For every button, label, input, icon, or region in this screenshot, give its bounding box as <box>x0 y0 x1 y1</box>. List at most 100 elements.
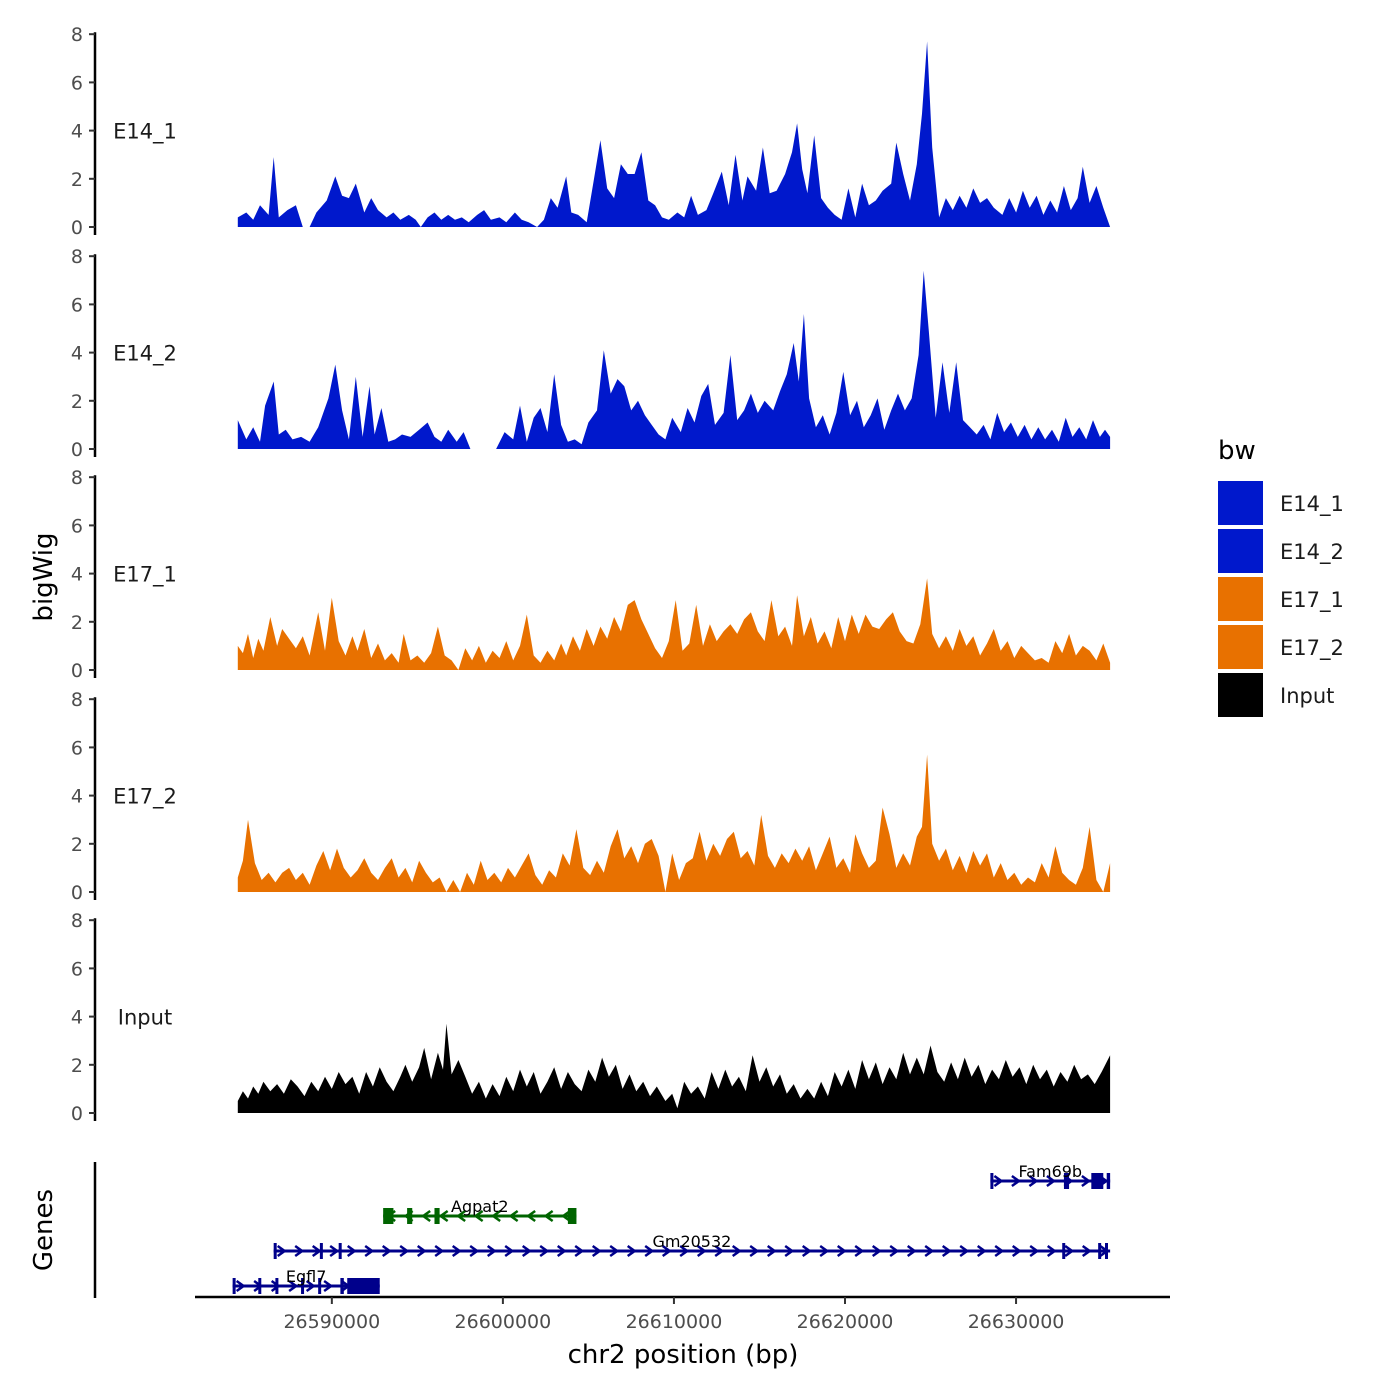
strand-arrow <box>661 1244 672 1258</box>
strand-arrow <box>889 1244 900 1258</box>
gene-label: Agpat2 <box>451 1197 509 1216</box>
y-tick-label: 6 <box>71 515 83 537</box>
x-tick-label: 26590000 <box>283 1311 380 1333</box>
strand-arrow <box>561 1209 571 1223</box>
strand-arrow <box>456 1209 466 1223</box>
track-label: E17_2 <box>113 785 177 810</box>
track-E17_1: 0 2 4 6 8 E17_1 <box>71 467 1111 682</box>
exon <box>1062 1243 1066 1259</box>
strand-arrow <box>421 1209 431 1223</box>
gene-label: Gm20532 <box>652 1232 731 1251</box>
strand-arrow <box>305 1279 316 1293</box>
track-label: Input <box>118 1006 172 1030</box>
strand-arrow <box>1081 1174 1092 1188</box>
y-tick-label: 2 <box>71 1055 83 1077</box>
strand-arrow <box>959 1244 970 1258</box>
legend-swatch <box>1218 625 1263 669</box>
legend-entry-Input: Input <box>1218 673 1334 717</box>
legend-entry-E14_2: E14_2 <box>1218 529 1344 573</box>
exon <box>338 1243 342 1259</box>
track-E17_2: 0 2 4 6 8 E17_2 <box>71 689 1111 904</box>
strand-arrow <box>469 1244 480 1258</box>
legend-swatch <box>1218 673 1263 717</box>
gene-Egfl7: Egfl7 <box>232 1267 380 1294</box>
strand-arrow <box>543 1209 554 1223</box>
strand-arrow <box>270 1279 281 1293</box>
exon <box>319 1243 323 1259</box>
legend-entry-E17_2: E17_2 <box>1218 625 1344 669</box>
track-E14_1: 0 2 4 6 8 E14_1 <box>71 24 1111 239</box>
y-tick-label: 2 <box>71 834 83 856</box>
y-tick-label: 2 <box>71 391 83 413</box>
legend-entry-E17_1: E17_1 <box>1218 577 1344 621</box>
track-label: E14_2 <box>113 342 177 367</box>
legend-title: bw <box>1218 436 1256 466</box>
strand-arrow <box>288 1279 299 1293</box>
strand-arrow <box>994 1244 1005 1258</box>
strand-arrow <box>438 1209 449 1223</box>
strand-arrow <box>836 1244 847 1258</box>
strand-arrow <box>1064 1244 1075 1258</box>
strand-arrow <box>906 1244 917 1258</box>
strand-arrow <box>924 1244 935 1258</box>
strand-arrow <box>526 1209 536 1223</box>
strand-arrow <box>1046 1174 1057 1188</box>
y-tick-label: 8 <box>71 246 83 268</box>
x-tick-label: 26620000 <box>797 1311 894 1333</box>
coverage-area-Input <box>237 1023 1111 1113</box>
y-tick-label: 6 <box>71 294 83 316</box>
strand-arrow <box>731 1244 742 1258</box>
legend-label: E14_1 <box>1280 492 1344 517</box>
legend: bw E14_1 E14_2 E17_1 E17_2 Input <box>1218 436 1344 717</box>
gene-Fam69b: Fam69b <box>990 1162 1111 1189</box>
legend-label: Input <box>1280 684 1334 708</box>
gene-label: Egfl7 <box>286 1267 327 1286</box>
x-axis-title: chr2 position (bp) <box>568 1340 799 1370</box>
coverage-area-E17_1 <box>237 578 1111 670</box>
strand-arrow <box>311 1244 322 1258</box>
strand-arrow <box>556 1244 567 1258</box>
strand-arrow <box>644 1244 655 1258</box>
exon <box>340 1278 344 1294</box>
strand-arrow <box>346 1244 357 1258</box>
genes-panel-title: Genes <box>29 1189 59 1271</box>
exon <box>258 1278 262 1294</box>
strand-arrow <box>521 1244 532 1258</box>
strand-arrow <box>235 1279 246 1293</box>
y-tick-label: 6 <box>71 72 83 94</box>
strand-arrow <box>276 1244 287 1258</box>
strand-arrow <box>323 1279 334 1293</box>
y-tick-label: 4 <box>71 343 83 365</box>
strand-arrow <box>871 1244 882 1258</box>
strand-arrow <box>609 1244 620 1258</box>
strand-arrow <box>591 1244 602 1258</box>
legend-entry-E14_1: E14_1 <box>1218 481 1344 525</box>
exon <box>1063 1173 1070 1189</box>
y-tick-label: 8 <box>71 467 83 489</box>
strand-arrow <box>416 1244 427 1258</box>
strand-arrow <box>1081 1244 1092 1258</box>
exon <box>1105 1243 1108 1259</box>
legend-swatch <box>1218 577 1263 621</box>
strand-arrow <box>491 1209 501 1223</box>
y-tick-label: 8 <box>71 689 83 711</box>
strand-arrow <box>749 1244 760 1258</box>
strand-arrow <box>626 1244 637 1258</box>
strand-arrow <box>696 1244 707 1258</box>
y-tick-label: 4 <box>71 564 83 586</box>
exon <box>232 1278 236 1294</box>
y-tick-label: 0 <box>71 217 83 239</box>
track-label: E17_1 <box>113 563 177 588</box>
exon <box>273 1243 277 1259</box>
y-tick-label: 2 <box>71 612 83 634</box>
strand-arrow <box>976 1244 987 1258</box>
strand-arrow <box>819 1244 830 1258</box>
strand-arrow <box>1011 1244 1022 1258</box>
exon <box>990 1173 994 1189</box>
strand-arrow <box>451 1244 462 1258</box>
strand-arrow <box>294 1244 305 1258</box>
strand-arrow <box>574 1244 585 1258</box>
gene-Gm20532: Gm20532 <box>273 1232 1111 1259</box>
strand-arrow <box>941 1244 952 1258</box>
